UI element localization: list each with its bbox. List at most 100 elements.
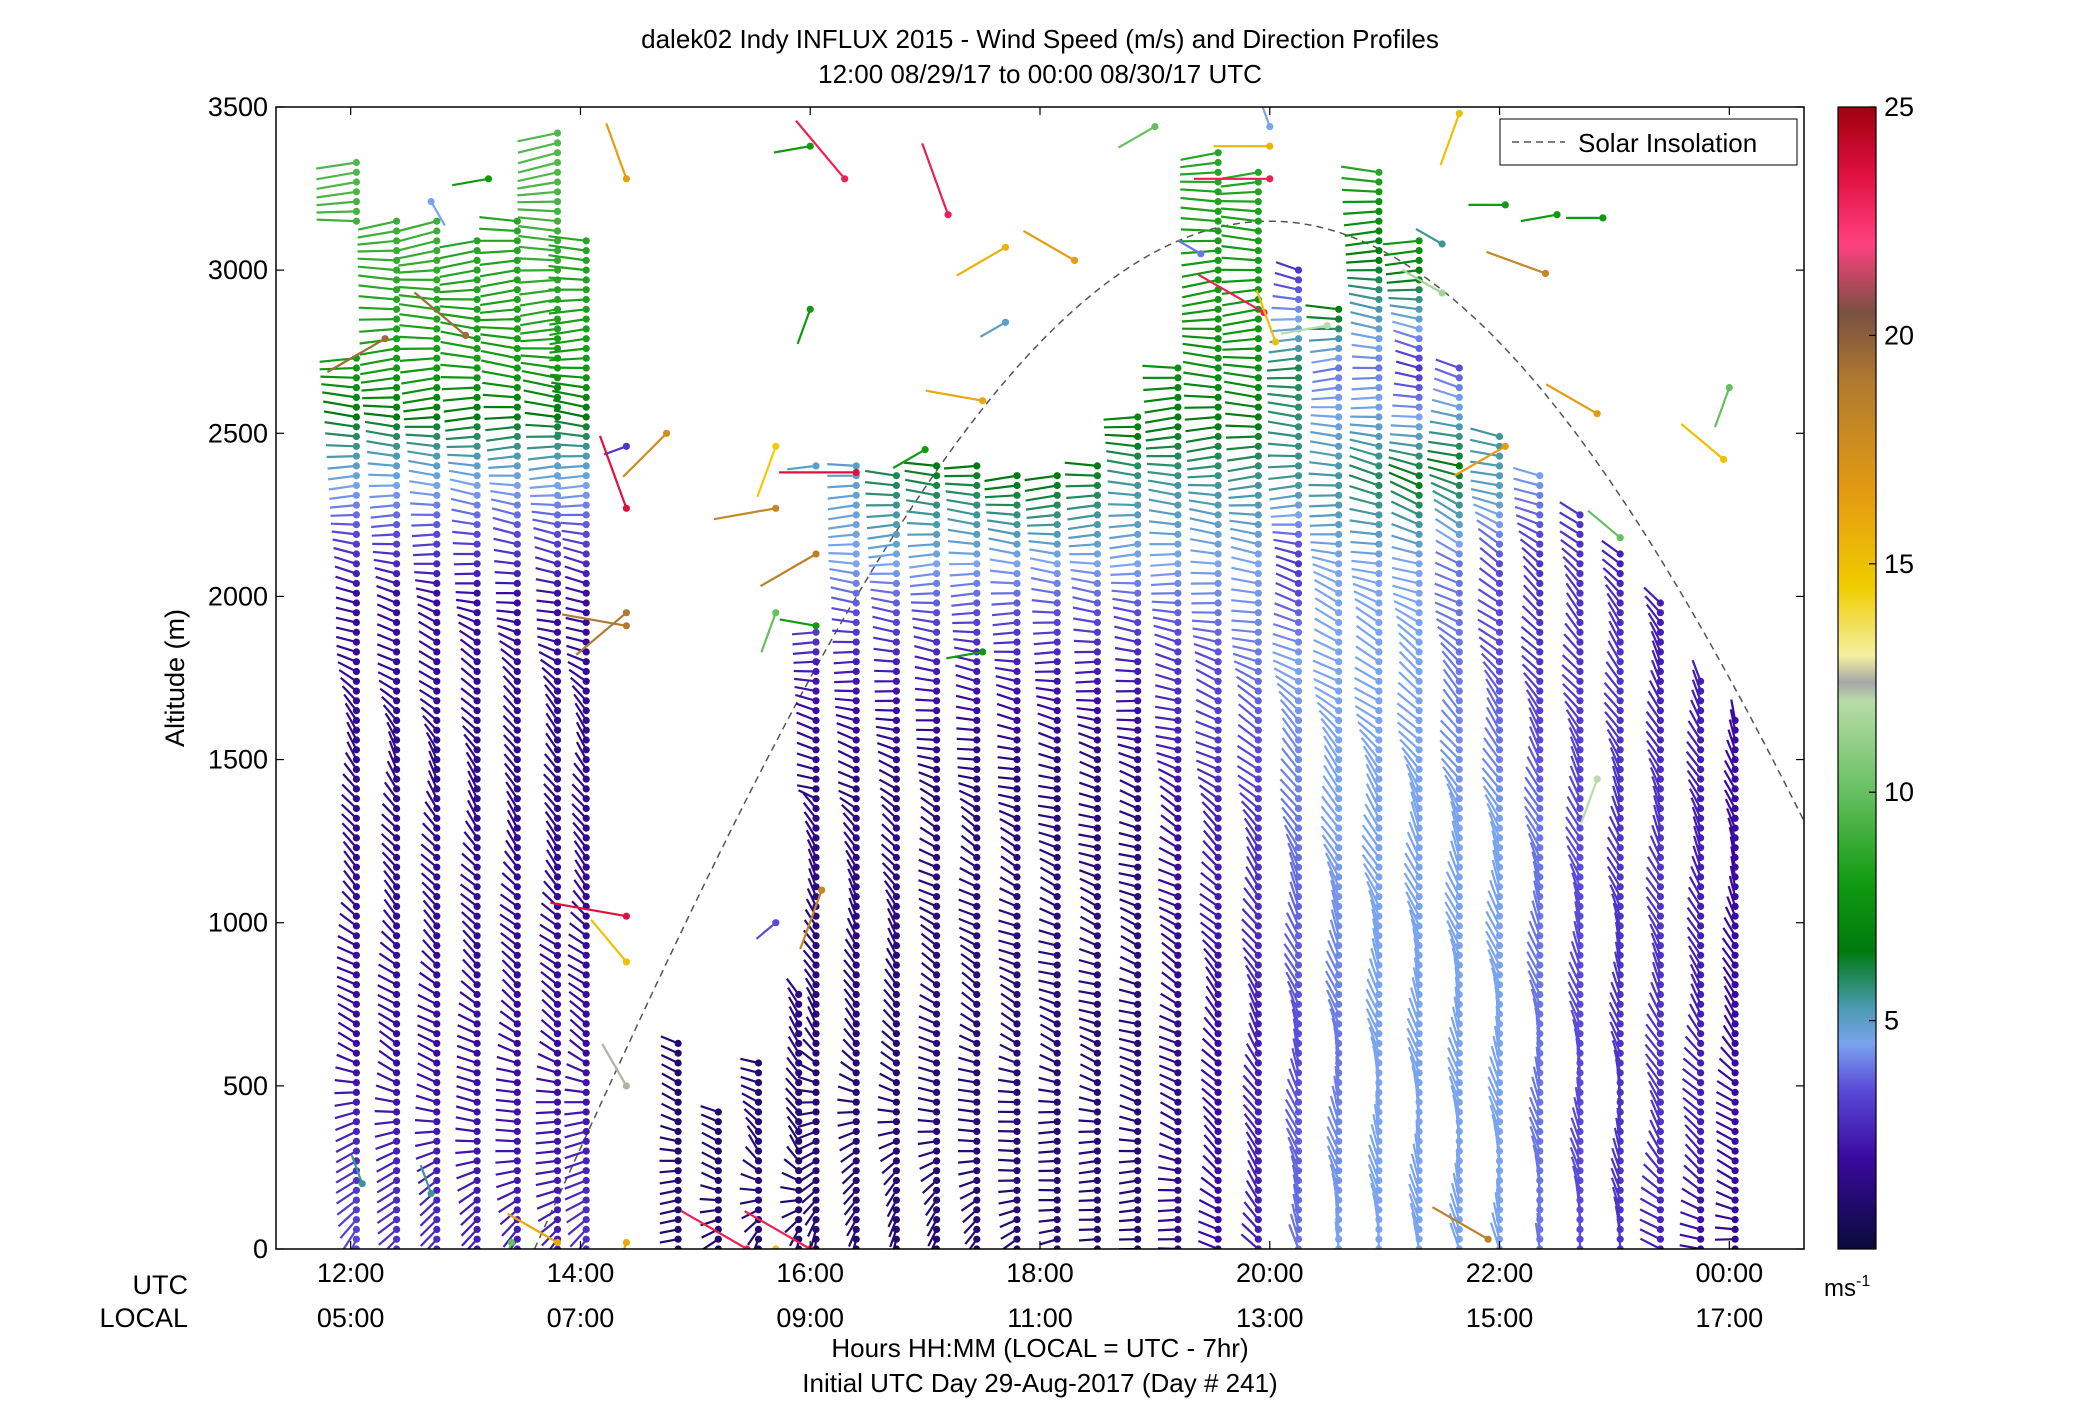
wind-barb-dot [1294, 922, 1303, 930]
wind-barb-dot [1375, 707, 1383, 715]
wind-barb-dot [582, 1235, 590, 1243]
wind-barb-line [1195, 720, 1219, 732]
wind-barb-dot [393, 217, 401, 225]
wind-barb-dot [513, 1137, 521, 1145]
wind-barb-dot [553, 658, 562, 666]
wind-barb-dot [393, 491, 401, 499]
wind-barb-line [1452, 1172, 1461, 1201]
wind-barb-line [405, 433, 437, 438]
wind-barb-line [1488, 1066, 1501, 1093]
wind-barb-line [1222, 347, 1259, 351]
wind-barb-dot [1375, 1216, 1383, 1224]
wind-barb-line [895, 1248, 897, 1249]
wind-barb-line [564, 1179, 587, 1190]
wind-barb-line [549, 366, 587, 370]
wind-barb-dot [1254, 756, 1262, 764]
wind-barb-line [1446, 783, 1461, 809]
wind-barb-dot [1415, 452, 1423, 460]
wind-barb-dot [393, 638, 401, 646]
wind-barb-dot [1455, 1186, 1463, 1194]
wind-barb-line [518, 225, 558, 233]
wind-barb-dot [973, 560, 981, 568]
wind-barb-line [1313, 678, 1340, 693]
wind-barb-line [335, 575, 357, 585]
wind-barb-dot [1214, 1127, 1222, 1136]
wind-barb-line [1310, 414, 1339, 419]
wind-barb-dot [393, 384, 401, 392]
wind-barb-line [1222, 327, 1259, 336]
wind-barb-dot [973, 1206, 981, 1214]
wind-barb-dot [393, 325, 401, 333]
wind-barb-dot [812, 824, 820, 832]
wind-barb-dot [973, 481, 981, 490]
wind-barb-dot [352, 990, 360, 999]
wind-barb-dot [1013, 638, 1021, 646]
wind-barb-dot [1053, 491, 1061, 499]
wind-barb-dot [852, 1167, 860, 1175]
wind-barb-dot [1093, 472, 1101, 480]
wind-barb-line [1267, 420, 1299, 428]
wind-barb-line [868, 562, 897, 567]
wind-barb-dot [393, 824, 401, 832]
wind-barb-line [1305, 304, 1339, 311]
wind-barb-dot [1335, 1206, 1343, 1214]
wind-barb-dot [852, 638, 860, 646]
wind-barb-dot [433, 726, 441, 734]
wind-barb-dot [433, 540, 441, 548]
wind-barb-dot [393, 873, 401, 881]
wind-barb-dot [1254, 1196, 1262, 1204]
wind-barb-dot [1214, 1030, 1222, 1038]
wind-barb-dot [1294, 658, 1303, 666]
wind-barb-dot [513, 354, 521, 362]
wind-barb-line [1182, 360, 1219, 370]
wind-barb-dot [473, 452, 481, 460]
chart-title-line2: 12:00 08/29/17 to 00:00 08/30/17 UTC [818, 59, 1262, 89]
wind-barb-dot [1455, 795, 1463, 803]
wind-barb-dot [1254, 1225, 1262, 1233]
wind-barb-dot [812, 1216, 820, 1224]
wind-barb-dot [933, 922, 941, 930]
wind-barb-dot [1455, 1127, 1463, 1136]
wind-barb-dot [1214, 609, 1222, 617]
wind-barb-dot [473, 432, 481, 441]
wind-barb-line [1182, 288, 1219, 299]
wind-barb-line [1349, 438, 1380, 448]
wind-barb-dot [1254, 648, 1262, 656]
wind-barb-dot [1335, 1137, 1343, 1145]
wind-barb-dot [513, 364, 521, 372]
wind-barb-line [1222, 337, 1259, 344]
wind-barb-line [1311, 386, 1339, 393]
wind-barb-line [371, 533, 397, 537]
wind-barb-dot [933, 893, 941, 901]
wind-barb-dot [553, 530, 562, 539]
wind-barb-dot [582, 570, 590, 578]
wind-barb-line [316, 210, 357, 214]
wind-barb-dot [1375, 804, 1383, 813]
wind-barb-dot [973, 1079, 981, 1087]
wind-barb-dot [1214, 1039, 1222, 1047]
wind-barb-line [316, 190, 357, 199]
wind-barb-line [1267, 442, 1299, 448]
wind-barb-dot [1375, 374, 1383, 382]
wind-barb-dot [1053, 1216, 1061, 1224]
wind-barb-line [1394, 339, 1420, 350]
wind-barb-line [375, 1150, 398, 1162]
wind-barb-line [1200, 861, 1219, 878]
wind-barb-dot [553, 413, 562, 421]
wind-barb-dot [1013, 824, 1021, 832]
wind-barb-line [1202, 810, 1219, 829]
wind-barb-line [1151, 600, 1178, 605]
wind-barb-dot [852, 1127, 860, 1136]
wind-barb-dot [1375, 1030, 1383, 1038]
wind-barb-dot [1495, 1118, 1504, 1126]
wind-barb-line [1413, 957, 1421, 985]
wind-barb-line [827, 494, 857, 500]
wind-barb-dot [1375, 168, 1383, 176]
wind-barb-dot [1536, 1196, 1544, 1204]
wind-barb-dot [433, 961, 441, 969]
wind-barb-dot [433, 1225, 441, 1233]
wind-barb-line [1407, 1046, 1421, 1074]
wind-barb-dot [1013, 1216, 1021, 1224]
wind-barb-line [1477, 608, 1501, 624]
wind-barb-dot [892, 511, 901, 519]
